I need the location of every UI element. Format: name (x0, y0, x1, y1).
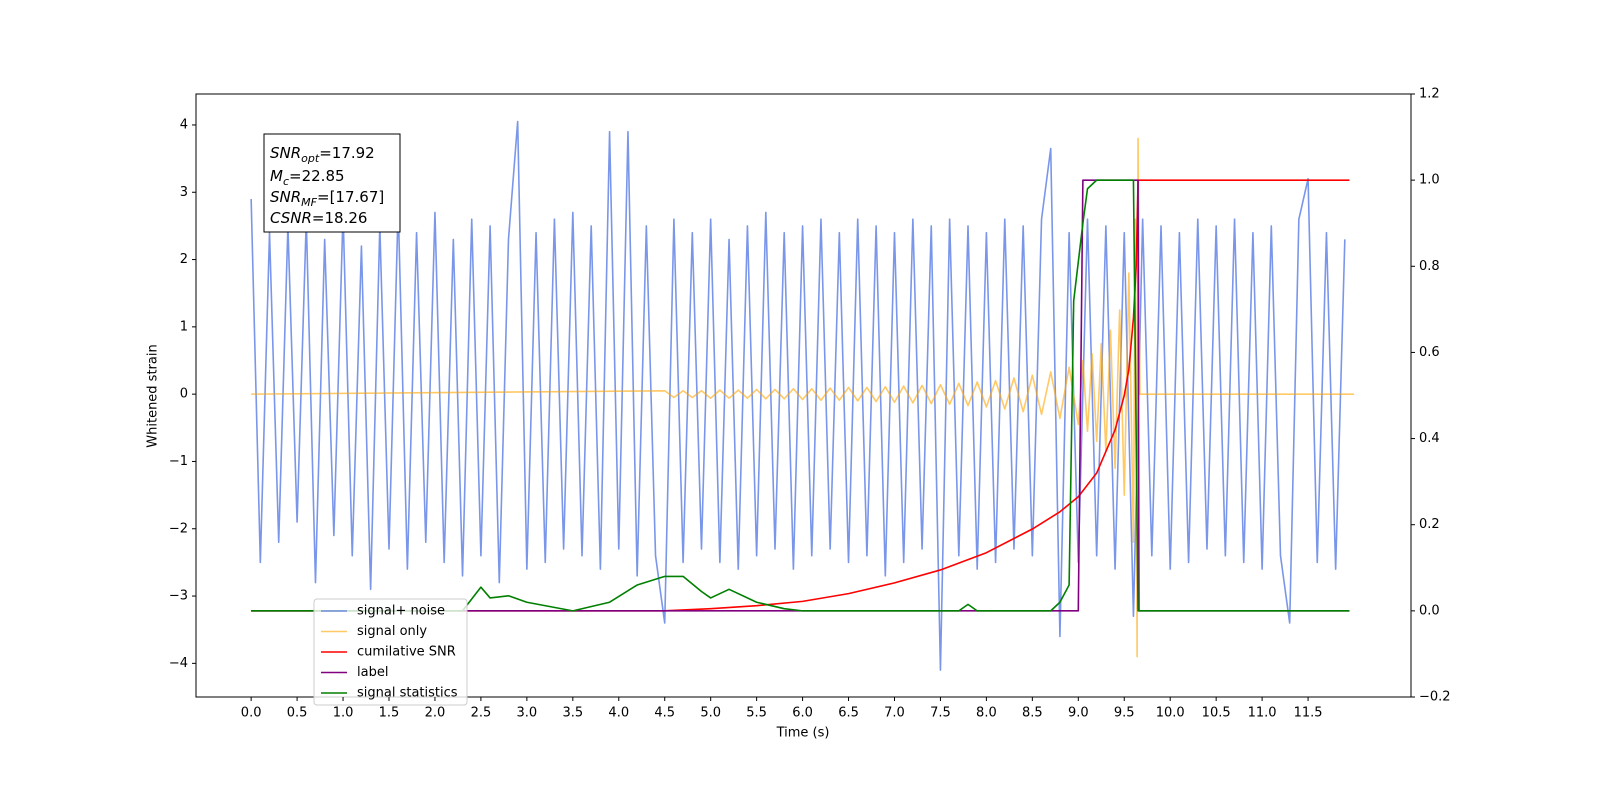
value: =18.26 (312, 209, 368, 227)
legend-label: label (357, 665, 388, 680)
y-tick-label: −4 (169, 656, 188, 671)
annotation: SNRopt=17.92 (270, 144, 375, 165)
x-tick-label: 11.5 (1294, 706, 1323, 721)
x-tick-label: 3.5 (562, 706, 583, 721)
symbol: CSNR (270, 209, 312, 227)
y-tick-label: −2 (169, 521, 188, 536)
value: =[17.67] (317, 188, 384, 206)
x-tick-label: 2.0 (425, 706, 446, 721)
series-line (250, 120, 1346, 671)
x-tick-label: 4.5 (654, 706, 675, 721)
y2-tick-label: 0.0 (1419, 603, 1440, 618)
y2-tick-label: 0.2 (1419, 517, 1440, 532)
symbol: M (270, 167, 283, 185)
annotation-box: SNRopt=17.92 Mc=22.85 SNRMF=[17.67] CSNR… (263, 133, 401, 233)
legend-frame (313, 598, 468, 706)
y-tick-label: −3 (169, 589, 188, 604)
annotation: Mc=22.85 (270, 167, 345, 188)
subscript: opt (301, 152, 320, 165)
x-tick-label: 4.0 (608, 706, 629, 721)
x-tick-label: 9.0 (1068, 706, 1089, 721)
series-line (251, 179, 1350, 612)
series-line (251, 179, 1350, 612)
symbol: SNR (270, 144, 301, 162)
y-tick-label: −1 (169, 454, 188, 469)
series-line (251, 137, 1355, 658)
y2-tick-label: 0.8 (1419, 259, 1440, 274)
x-tick-label: 1.0 (333, 706, 354, 721)
value: =17.92 (319, 144, 375, 162)
y-tick-label: 4 (180, 117, 188, 132)
y2-tick-label: 1.2 (1419, 87, 1440, 102)
x-tick-label: 5.0 (700, 706, 721, 721)
x-tick-label: 2.5 (471, 706, 492, 721)
legend-label: signal only (357, 624, 427, 639)
annotation: CSNR=18.26 (270, 209, 367, 227)
symbol: SNR (270, 188, 301, 206)
x-tick-label: 9.5 (1114, 706, 1135, 721)
y-tick-label: 3 (180, 185, 188, 200)
value: =22.85 (289, 167, 345, 185)
y2-tick-label: −0.2 (1419, 690, 1451, 705)
x-axis-label: Time (s) (776, 726, 830, 741)
y-tick-label: 1 (180, 319, 188, 334)
x-tick-label: 10.0 (1156, 706, 1185, 721)
x-tick-label: 8.0 (976, 706, 997, 721)
x-tick-label: 3.0 (517, 706, 538, 721)
axes-frame (195, 93, 1412, 698)
x-tick-label: 6.5 (838, 706, 859, 721)
x-tick-label: 6.0 (792, 706, 813, 721)
annotation: SNRMF=[17.67] (270, 188, 384, 209)
legend: signal+ noise signal only cumilative SNR la… (313, 598, 468, 706)
subscript: c (283, 175, 289, 188)
x-tick-label: 0.0 (241, 706, 262, 721)
subscript: MF (301, 196, 317, 209)
x-tick-label: 7.5 (930, 706, 951, 721)
x-tick-label: 7.0 (884, 706, 905, 721)
legend-label: signal+ noise (357, 604, 445, 619)
y2-tick-label: 0.4 (1419, 431, 1440, 446)
annotation-frame (263, 133, 401, 233)
y-axis-label: Whitened strain (146, 344, 161, 447)
x-tick-label: 0.5 (287, 706, 308, 721)
y-tick-label: 0 (180, 387, 188, 402)
legend-label: cumilative SNR (357, 645, 456, 660)
x-tick-label: 11.0 (1248, 706, 1277, 721)
x-tick-label: 10.5 (1202, 706, 1231, 721)
y2-tick-label: 0.6 (1419, 345, 1440, 360)
x-tick-label: 8.5 (1022, 706, 1043, 721)
legend-label: signal statistics (357, 686, 458, 701)
x-tick-label: 5.5 (746, 706, 767, 721)
y2-tick-label: 1.0 (1419, 173, 1440, 188)
marks (250, 120, 1355, 671)
x-tick-label: 1.5 (379, 706, 400, 721)
y-tick-label: 2 (180, 252, 188, 267)
